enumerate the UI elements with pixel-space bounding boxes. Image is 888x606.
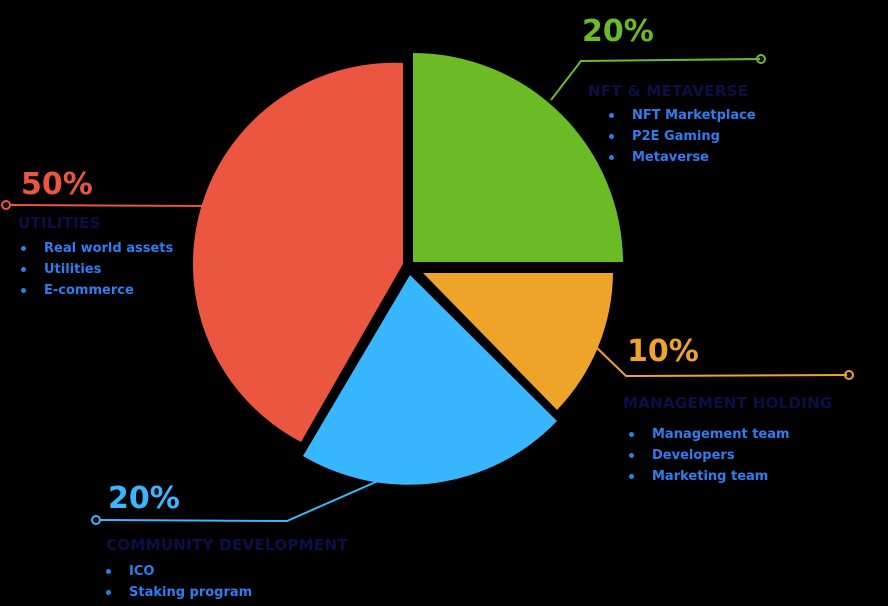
title-nft-metaverse: NFT & METAVERSE — [588, 82, 749, 100]
list-nft-metaverse: NFT Marketplace P2E Gaming Metaverse — [606, 105, 756, 168]
percent-management-holding: 10% — [627, 334, 699, 369]
title-community-development: COMMUNITY DEVELOPMENT — [106, 536, 348, 554]
list-community-development: ICO Staking program — [103, 561, 252, 603]
connector-utilities — [9, 204, 213, 207]
slice-utilities[interactable] — [192, 62, 403, 443]
list-item: Marketing team — [626, 466, 790, 487]
list-utilities: Real world assets Utilities E-commerce — [18, 238, 173, 301]
connector-end-nft — [756, 54, 766, 64]
list-item: Utilities — [18, 259, 173, 280]
title-management-holding: MANAGEMENT HOLDING — [623, 394, 833, 412]
list-item: NFT Marketplace — [606, 105, 756, 126]
list-item: Metaverse — [606, 147, 756, 168]
slice-management-holding[interactable] — [423, 273, 613, 410]
connector-community — [99, 480, 379, 523]
slice-community-development[interactable] — [303, 275, 557, 485]
percent-nft-metaverse: 20% — [582, 14, 654, 49]
percent-utilities: 50% — [21, 167, 93, 202]
list-item: Developers — [626, 445, 790, 466]
list-item: E-commerce — [18, 280, 173, 301]
list-item: Management team — [626, 424, 790, 445]
list-item: Real world assets — [18, 238, 173, 259]
connector-end-utilities — [1, 200, 11, 210]
percent-community-development: 20% — [108, 481, 180, 516]
list-item: Staking program — [103, 582, 252, 603]
slice-nft-metaverse[interactable] — [413, 53, 623, 262]
connector-end-management — [844, 370, 854, 380]
list-item: P2E Gaming — [606, 126, 756, 147]
connector-management — [595, 346, 848, 378]
list-management-holding: Management team Developers Marketing tea… — [626, 424, 790, 487]
list-item: ICO — [103, 561, 252, 582]
connector-end-community — [91, 515, 101, 525]
title-utilities: UTILITIES — [18, 214, 101, 232]
connector-nft — [550, 58, 761, 101]
